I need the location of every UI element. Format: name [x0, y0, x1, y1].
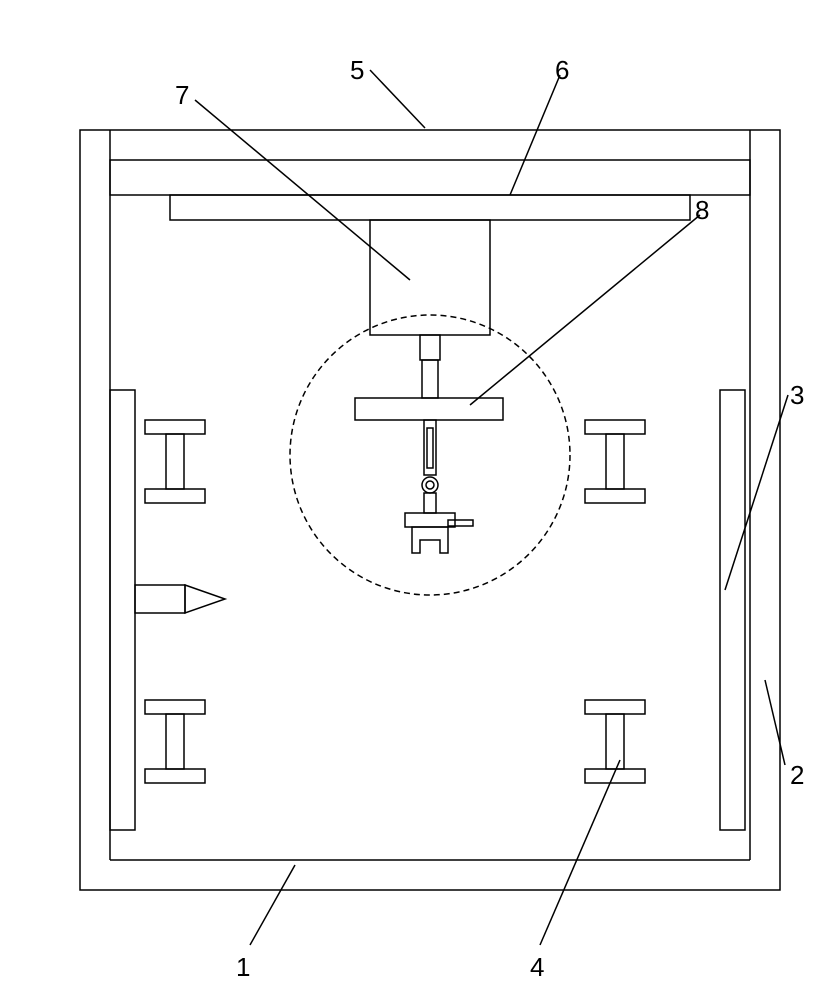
- label-1: 1: [236, 952, 250, 983]
- motor-body: [370, 220, 490, 335]
- right-panel: [720, 390, 745, 830]
- label-3: 3: [790, 380, 804, 411]
- disk-stem: [422, 360, 438, 398]
- motor-plate: [170, 195, 690, 220]
- leader-line-4: [540, 760, 620, 945]
- motor-shaft: [420, 335, 440, 360]
- hook: [412, 527, 448, 553]
- side-arm: [448, 520, 473, 526]
- leader-line-1: [250, 865, 295, 945]
- label-4: 4: [530, 952, 544, 983]
- top-rail: [110, 160, 750, 195]
- pivot: [422, 477, 438, 493]
- diagram-canvas: 1 2 3 4 5 6 7 8: [0, 0, 831, 1000]
- clamp-bottom-left: [145, 769, 205, 783]
- pointer-body: [135, 585, 185, 613]
- leader-line-6: [510, 75, 560, 195]
- pointer-tip: [185, 585, 225, 613]
- rod-slot: [427, 428, 433, 468]
- label-2: 2: [790, 760, 804, 791]
- leader-line-2: [765, 680, 785, 765]
- leader-line-8: [470, 215, 700, 405]
- diagram-svg: [0, 0, 831, 1000]
- rotating-disk: [355, 398, 503, 420]
- label-7: 7: [175, 80, 189, 111]
- lower-rod: [424, 493, 436, 513]
- label-6: 6: [555, 55, 569, 86]
- clamp-top-right: [585, 489, 645, 503]
- label-5: 5: [350, 55, 364, 86]
- outer-frame: [80, 130, 780, 890]
- label-8: 8: [695, 195, 709, 226]
- leader-line-7: [195, 100, 410, 280]
- left-panel: [110, 390, 135, 830]
- leader-line-3: [725, 395, 788, 590]
- leader-line-5: [370, 70, 425, 128]
- clamp-top-left: [145, 489, 205, 503]
